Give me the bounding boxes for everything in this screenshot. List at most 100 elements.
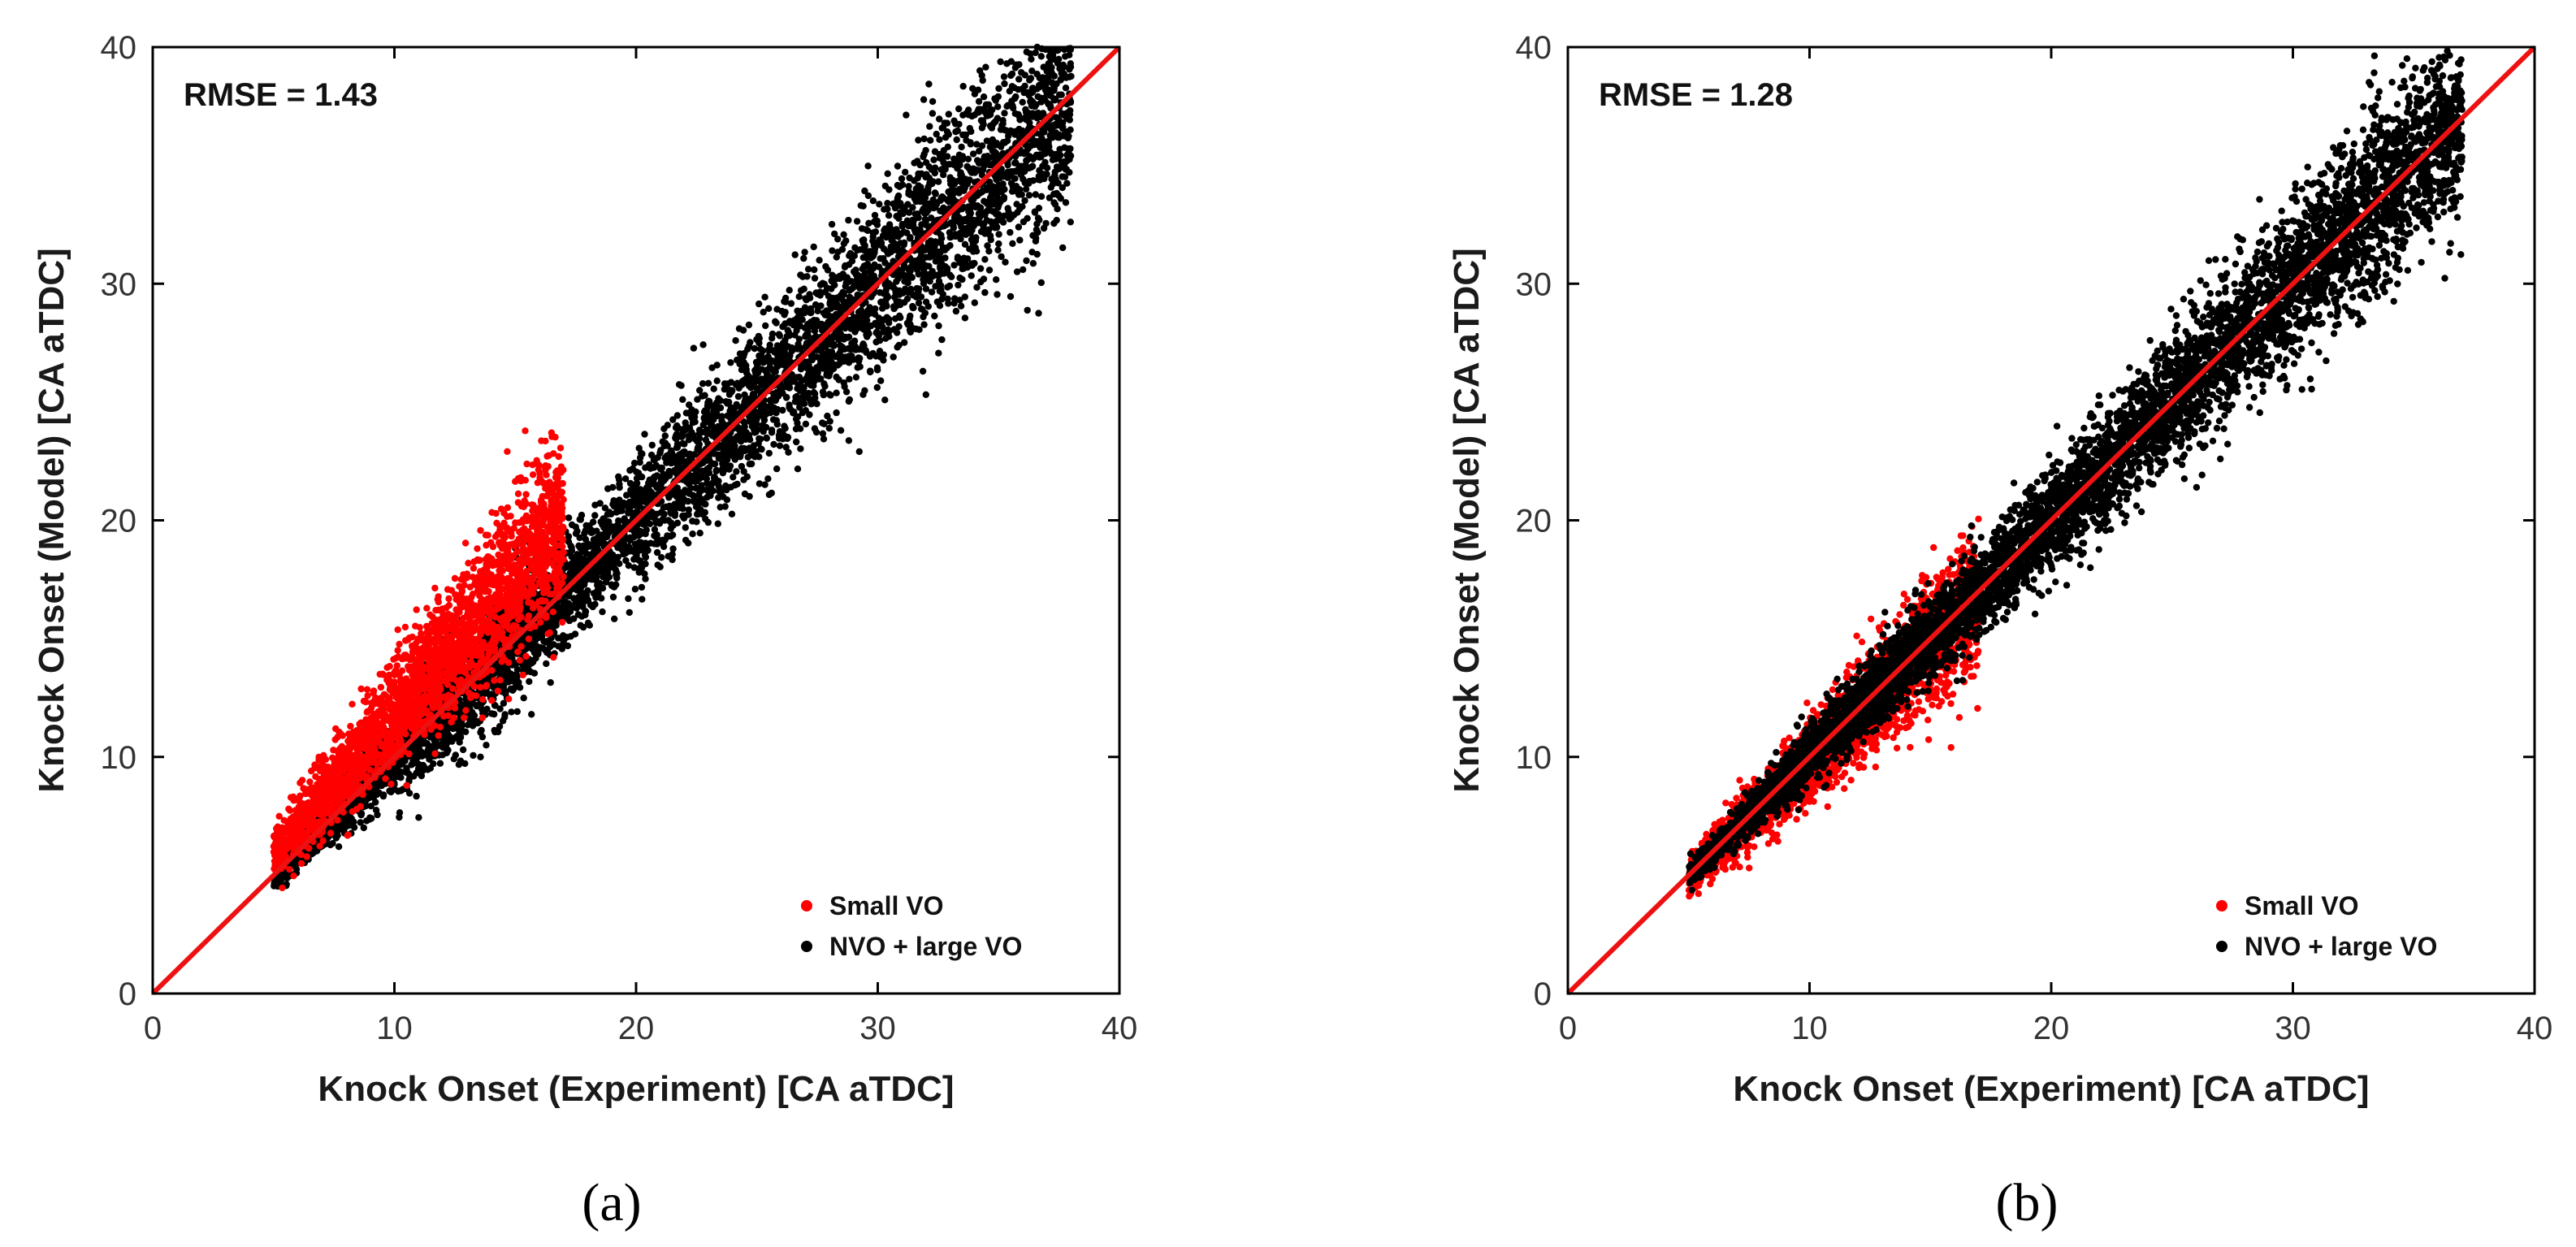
data-point-nvo-large-vo-1453 [985, 248, 993, 255]
data-point-nvo-large-vo-3999 [933, 130, 940, 138]
data-point-nvo-large-vo-3285 [1052, 96, 1059, 103]
data-point-nvo-large-vo-171 [981, 288, 989, 297]
data-point-nvo-large-vo-4937 [713, 362, 721, 369]
data-point-nvo-large-vo-2576 [1004, 161, 1011, 169]
data-point-nvo-large-vo-3881 [741, 490, 749, 498]
data-point-nvo-large-vo-4758 [641, 498, 648, 505]
data-point-nvo-large-vo-4469 [790, 317, 798, 324]
data-point-nvo-large-vo-3032 [903, 295, 911, 302]
data-point-nvo-large-vo-4568 [646, 482, 653, 489]
data-point-nvo-large-vo-4606 [967, 141, 975, 148]
data-point-nvo-large-vo-2620 [944, 143, 952, 150]
data-point-nvo-large-vo-4744 [1026, 153, 1033, 160]
data-point-nvo-large-vo-2959 [929, 97, 937, 106]
data-point-nvo-large-vo-3459 [752, 408, 760, 416]
data-point-nvo-large-vo-4883 [993, 217, 1001, 225]
data-point-nvo-large-vo-3637 [858, 279, 865, 288]
data-point-nvo-large-vo-3535 [724, 380, 731, 388]
data-point-nvo-large-vo-4820 [641, 431, 648, 438]
data-point-nvo-large-vo-3013 [657, 447, 665, 454]
data-point-nvo-large-vo-3831 [686, 424, 694, 431]
data-point-nvo-large-vo-2112 [957, 302, 965, 310]
data-point-nvo-large-vo-3772 [751, 366, 759, 375]
data-point-nvo-large-vo-259 [975, 97, 983, 106]
data-point-nvo-large-vo-1766 [616, 476, 623, 483]
data-point-nvo-large-vo-4384 [864, 328, 872, 336]
data-point-nvo-large-vo-4942 [597, 518, 604, 526]
data-point-nvo-large-vo-3254 [1004, 168, 1011, 175]
data-point-nvo-large-vo-3505 [658, 554, 665, 561]
data-point-nvo-large-vo-2687 [924, 303, 933, 310]
data-point-nvo-large-vo-4495 [916, 226, 924, 234]
data-point-nvo-large-vo-1507 [825, 425, 833, 432]
data-point-nvo-large-vo-2487 [880, 245, 888, 253]
data-point-nvo-large-vo-1219 [980, 93, 988, 101]
data-point-nvo-large-vo-3026 [799, 399, 807, 407]
data-point-nvo-large-vo-4930 [937, 235, 946, 242]
data-point-nvo-large-vo-3431 [633, 479, 640, 487]
data-point-nvo-large-vo-4370 [825, 349, 832, 356]
data-point-nvo-large-vo-2701 [1066, 51, 1073, 58]
data-point-nvo-large-vo-4509 [613, 568, 620, 576]
data-point-nvo-large-vo-1238 [591, 512, 599, 519]
data-point-nvo-large-vo-920 [625, 595, 632, 603]
data-point-nvo-large-vo-2111 [958, 143, 965, 151]
data-point-nvo-large-vo-1607 [642, 553, 650, 561]
data-point-nvo-large-vo-4536 [885, 333, 893, 340]
data-point-nvo-large-vo-3133 [894, 162, 902, 170]
data-point-nvo-large-vo-4978 [667, 508, 674, 516]
data-point-nvo-large-vo-2590 [931, 312, 938, 320]
data-point-nvo-large-vo-4795 [710, 385, 717, 392]
data-point-nvo-large-vo-4682 [893, 278, 900, 285]
data-point-nvo-large-vo-4627 [618, 542, 626, 549]
data-point-nvo-large-vo-3143 [901, 339, 908, 346]
data-point-nvo-large-vo-3400 [921, 215, 929, 223]
data-point-nvo-large-vo-2846 [661, 432, 669, 439]
data-point-nvo-large-vo-2252 [638, 473, 646, 481]
data-point-nvo-large-vo-3249 [1001, 139, 1009, 146]
data-point-nvo-large-vo-4873 [806, 411, 813, 418]
data-point-nvo-large-vo-4187 [898, 223, 907, 230]
data-point-nvo-large-vo-4669 [731, 411, 738, 418]
data-point-nvo-large-vo-4667 [924, 223, 932, 230]
data-point-nvo-large-vo-2976 [915, 299, 923, 307]
data-point-nvo-large-vo-1799 [609, 593, 617, 601]
data-point-nvo-large-vo-3960 [1048, 63, 1055, 71]
data-point-nvo-large-vo-3272 [584, 619, 592, 626]
data-point-nvo-large-vo-2964 [953, 136, 960, 144]
data-point-nvo-large-vo-13 [853, 218, 861, 225]
data-point-nvo-large-vo-4839 [585, 543, 592, 550]
data-point-nvo-large-vo-4218 [1037, 176, 1044, 184]
data-point-nvo-large-vo-4415 [586, 575, 593, 582]
data-point-nvo-large-vo-4850 [773, 396, 780, 403]
data-point-nvo-large-vo-3937 [859, 253, 868, 262]
data-point-nvo-large-vo-1288 [639, 595, 646, 603]
data-point-nvo-large-vo-4857 [638, 528, 645, 535]
data-point-nvo-large-vo-4430 [733, 468, 740, 475]
data-point-nvo-large-vo-4264 [575, 593, 582, 601]
data-point-nvo-large-vo-3215 [738, 359, 746, 367]
data-point-nvo-large-vo-3823 [642, 464, 649, 471]
data-point-nvo-large-vo-2480 [819, 419, 826, 426]
data-point-nvo-large-vo-4754 [764, 475, 772, 483]
data-point-nvo-large-vo-4059 [852, 346, 859, 353]
data-point-nvo-large-vo-3908 [833, 253, 841, 261]
data-point-nvo-large-vo-4367 [922, 285, 930, 292]
data-point-nvo-large-vo-502 [928, 288, 936, 296]
data-point-nvo-large-vo-4721 [894, 233, 902, 240]
data-point-nvo-large-vo-3341 [867, 368, 874, 376]
data-point-nvo-large-vo-4352 [995, 84, 1002, 93]
data-point-nvo-large-vo-2098 [1032, 191, 1040, 198]
data-point-nvo-large-vo-3716 [1016, 206, 1024, 213]
data-point-nvo-large-vo-4899 [561, 598, 569, 605]
data-point-nvo-large-vo-4121 [952, 307, 960, 315]
data-point-nvo-large-vo-2132 [998, 253, 1005, 261]
data-point-nvo-large-vo-4595 [747, 460, 755, 468]
data-point-nvo-large-vo-4940 [1012, 128, 1020, 136]
data-point-nvo-large-vo-2442 [779, 406, 786, 414]
data-point-nvo-large-vo-4478 [884, 293, 892, 301]
data-point-nvo-large-vo-360 [936, 136, 943, 143]
data-point-nvo-large-vo-4684 [1002, 258, 1009, 266]
data-point-nvo-large-vo-4087 [814, 369, 821, 377]
data-point-nvo-large-vo-2151 [925, 80, 933, 88]
